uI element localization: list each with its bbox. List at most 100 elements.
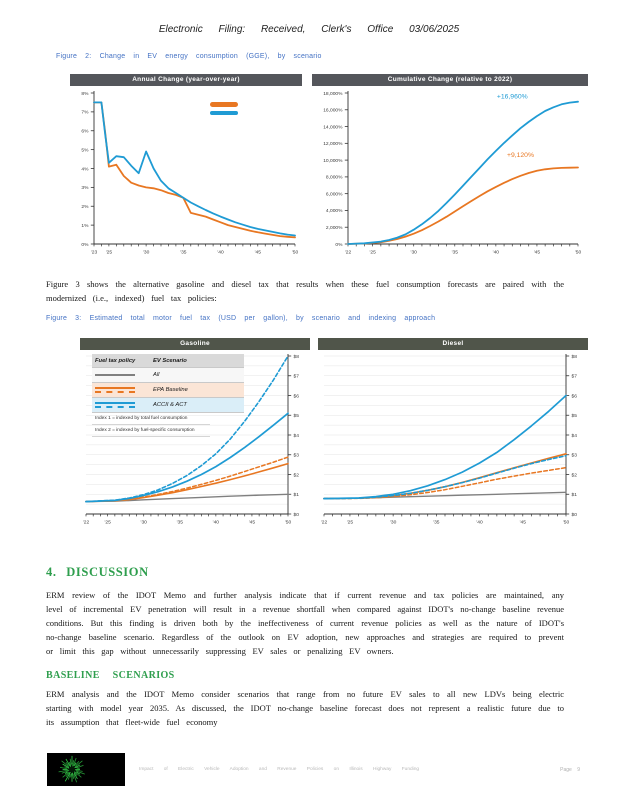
cumulative-change-plot: 0% 2,000% 4,000% 6,000% 8,000% 10,000% 12,000%… xyxy=(312,86,588,263)
legend-note-index2: Index 2 = indexed by fuel-specific consu… xyxy=(92,425,210,438)
legend-header-row: Fuel tax policy EV Scenario xyxy=(92,354,244,368)
annual-change-title: Annual Change (year-over-year) xyxy=(70,74,302,86)
svg-text:'35: '35 xyxy=(452,250,459,256)
legend-label-accii: ACCII & ACT xyxy=(153,402,187,408)
discussion-paragraph: ERM review of the IDOT Memo and further … xyxy=(46,590,564,656)
svg-text:'50: '50 xyxy=(292,250,299,256)
page-footer: Impact of Electric Vehicle Adoption and … xyxy=(47,753,580,786)
svg-text:$6: $6 xyxy=(294,393,300,399)
svg-text:$8: $8 xyxy=(294,354,300,360)
svg-text:18,000%: 18,000% xyxy=(323,91,343,97)
svg-text:'45: '45 xyxy=(534,250,541,256)
baseline-scenarios-heading: BASELINE SCENARIOS xyxy=(46,670,175,681)
gasoline-title: Gasoline xyxy=(80,338,310,350)
discussion-heading: 4. DISCUSSION xyxy=(46,565,149,579)
svg-text:$2: $2 xyxy=(294,472,300,478)
svg-text:6%: 6% xyxy=(81,129,89,135)
svg-text:+16,960%: +16,960% xyxy=(497,93,528,100)
diesel-plot: $0 $1 $2 $3 $4 $5 $6 $7 $8 '22 '25 '30 '35 '40 '45 '50 xyxy=(318,350,588,535)
legend-note-index1: Index 1 = indexed by total fuel consumpt… xyxy=(92,413,210,426)
svg-text:0%: 0% xyxy=(81,242,89,248)
annual-change-chartbox: Annual Change (year-over-year) 0% 1% 2% 3% 4… xyxy=(70,74,302,263)
svg-text:'30: '30 xyxy=(141,520,148,526)
svg-text:$4: $4 xyxy=(294,433,300,439)
svg-text:1%: 1% xyxy=(81,223,89,229)
svg-text:$3: $3 xyxy=(294,453,300,459)
svg-text:'45: '45 xyxy=(520,520,527,526)
figure3-charts-row: Gasoline $0 $1 $2 $3 $4 $5 $6 $7 $8 '22 '25 '30 '35 '… xyxy=(80,338,618,535)
svg-text:0%: 0% xyxy=(335,242,343,248)
legend-swatch-accii-act xyxy=(210,110,238,115)
footer-logo-burst xyxy=(58,755,85,783)
blue-dashed-line-swatch xyxy=(95,406,135,409)
svg-text:'23: '23 xyxy=(91,250,98,256)
annual-change-chart-svg: 0% 1% 2% 3% 4% 5% 6% 7% 8% '23 '25 '30 '35 '40 '45 '50 xyxy=(81,91,299,256)
erm-logo xyxy=(47,753,125,786)
efiling-stamp: Electronic Filing: Received, Clerk's Off… xyxy=(158,24,460,35)
svg-text:$4: $4 xyxy=(572,433,578,439)
svg-text:$1: $1 xyxy=(572,492,578,498)
legend-row-accii: ACCII & ACT xyxy=(92,398,244,413)
gray-solid-line-swatch xyxy=(95,374,135,376)
svg-text:12,000%: 12,000% xyxy=(323,141,343,147)
svg-text:14,000%: 14,000% xyxy=(323,124,343,130)
svg-text:$0: $0 xyxy=(294,512,300,518)
orange-dashed-line-swatch xyxy=(95,391,135,394)
svg-text:5%: 5% xyxy=(81,147,89,153)
page-number: Page 9 xyxy=(560,766,580,773)
annual-change-plot: 0% 1% 2% 3% 4% 5% 6% 7% 8% '23 '25 '30 '35 '40 '45 '50 xyxy=(70,86,302,263)
svg-text:'25: '25 xyxy=(369,250,376,256)
svg-text:8,000%: 8,000% xyxy=(326,175,343,181)
svg-text:2%: 2% xyxy=(81,204,89,210)
svg-text:16,000%: 16,000% xyxy=(323,108,343,114)
svg-text:'22: '22 xyxy=(345,250,352,256)
svg-text:'35: '35 xyxy=(177,520,184,526)
svg-text:'25: '25 xyxy=(106,250,113,256)
svg-text:$7: $7 xyxy=(572,374,578,380)
legend-header-scenario: EV Scenario xyxy=(153,357,187,364)
svg-text:$6: $6 xyxy=(572,393,578,399)
cumulative-change-chartbox: Cumulative Change (relative to 2022) 0% 2… xyxy=(312,74,588,263)
legend-label-all: All xyxy=(153,372,160,378)
svg-text:'40: '40 xyxy=(493,250,500,256)
svg-text:'45: '45 xyxy=(255,250,262,256)
svg-text:'35: '35 xyxy=(180,250,187,256)
svg-text:$2: $2 xyxy=(572,472,578,478)
svg-text:'40: '40 xyxy=(476,520,483,526)
svg-text:'22: '22 xyxy=(321,520,328,526)
svg-text:'30: '30 xyxy=(143,250,150,256)
orange-solid-line-swatch xyxy=(95,386,135,389)
legend-label-epa: EPA Baseline xyxy=(153,387,188,393)
figure3-intro-paragraph: Figure 3 shows the alternative gasoline … xyxy=(46,279,564,303)
legend-swatch-accii xyxy=(95,401,147,409)
fuel-tax-policy-legend: Fuel tax policy EV Scenario All EPA Base… xyxy=(92,354,244,438)
diesel-tax-chart-svg: $0 $1 $2 $3 $4 $5 $6 $7 $8 '22 '25 '30 '35 '40 '45 '50 xyxy=(321,354,578,526)
cumulative-change-title: Cumulative Change (relative to 2022) xyxy=(312,74,588,86)
svg-text:'40: '40 xyxy=(213,520,220,526)
svg-text:10,000%: 10,000% xyxy=(323,158,343,164)
gasoline-chartbox: Gasoline $0 $1 $2 $3 $4 $5 $6 $7 $8 '22 '25 '30 '35 '… xyxy=(80,338,310,535)
svg-text:$8: $8 xyxy=(572,354,578,360)
gasoline-tax-chart-svg: $0 $1 $2 $3 $4 $5 $6 $7 $8 '22 '25 '30 '35 '40 '45 '50 xyxy=(83,354,300,526)
legend-row-all: All xyxy=(92,368,244,383)
legend-swatch-epa xyxy=(95,386,147,394)
legend-header-policy: Fuel tax policy xyxy=(95,357,136,364)
figure2-charts-row: Annual Change (year-over-year) 0% 1% 2% 3% 4… xyxy=(70,74,618,263)
svg-text:'40: '40 xyxy=(217,250,224,256)
svg-text:$0: $0 xyxy=(572,512,578,518)
svg-text:'25: '25 xyxy=(347,520,354,526)
svg-text:'22: '22 xyxy=(83,520,90,526)
diesel-title: Diesel xyxy=(318,338,588,350)
svg-text:'30: '30 xyxy=(390,520,397,526)
svg-text:4%: 4% xyxy=(81,166,89,172)
svg-text:$5: $5 xyxy=(294,413,300,419)
svg-text:'45: '45 xyxy=(249,520,256,526)
svg-text:$3: $3 xyxy=(572,453,578,459)
svg-text:+9,120%: +9,120% xyxy=(507,152,534,159)
svg-text:3%: 3% xyxy=(81,185,89,191)
figure2-caption: Figure 2: Change in EV energy consumptio… xyxy=(56,53,322,60)
footer-report-title: Impact of Electric Vehicle Adoption and … xyxy=(139,767,420,772)
svg-text:7%: 7% xyxy=(81,110,89,116)
svg-text:$1: $1 xyxy=(294,492,300,498)
